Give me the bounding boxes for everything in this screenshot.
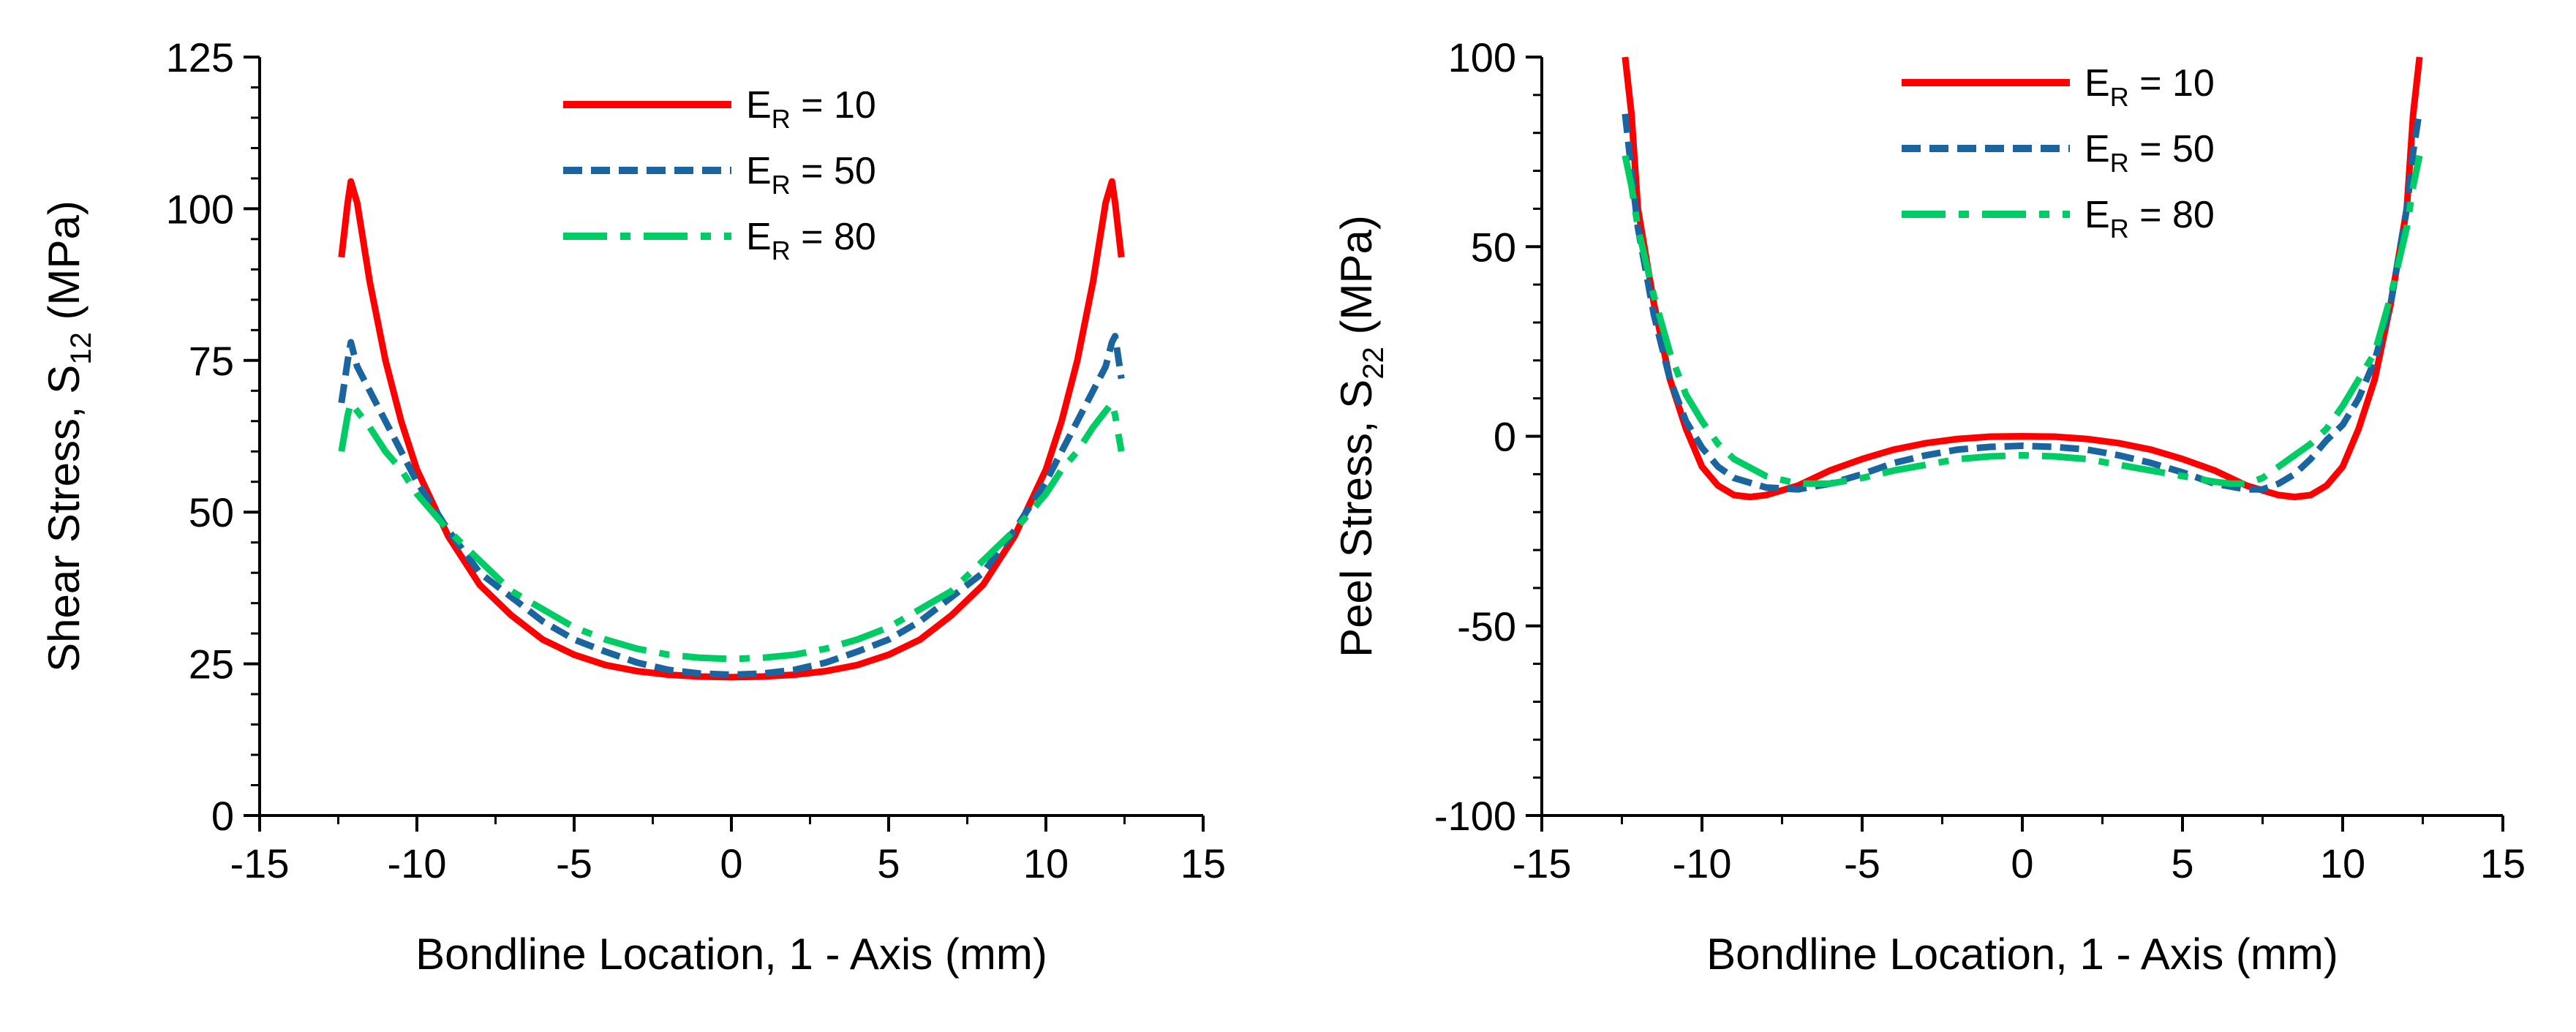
shear-y-title-suffix: (MPa) [39, 200, 88, 332]
peel-legend-label-1: ER = 10 [2084, 62, 2215, 112]
shear-legend-label-1: ER = 10 [746, 84, 876, 134]
peel-x-axis-title: Bondline Location, 1 - Axis (mm) [1706, 930, 2338, 979]
peel-y-title-sub: 22 [1357, 347, 1390, 380]
shear-x-tick-label: -5 [556, 840, 592, 886]
peel-y-tick-label: 100 [1448, 34, 1516, 80]
legend-name-main: E [2084, 194, 2110, 236]
legend-name-sub: R [772, 170, 791, 200]
peel-x-tick-label: 0 [2011, 840, 2033, 886]
shear-x-axis-title: Bondline Location, 1 - Axis (mm) [415, 930, 1047, 979]
shear-axis-ticks [244, 56, 1205, 832]
shear-series-line-1 [338, 178, 1125, 681]
peel-y-tick-label: 0 [1494, 414, 1516, 460]
legend-name-main: E [746, 84, 772, 127]
peel-y-title-suffix: (MPa) [1332, 215, 1381, 347]
shear-x-tick-label: 15 [1180, 840, 1226, 886]
shear-x-tick-label: -15 [230, 840, 290, 886]
legend-name-main: E [746, 216, 772, 258]
legend-name-suffix: = 50 [791, 150, 876, 192]
shear-x-tick-label: 0 [720, 840, 742, 886]
peel-series-line-1 [1622, 56, 2423, 500]
peel-x-tick-label: -5 [1844, 840, 1880, 886]
legend-name-suffix: = 50 [2129, 128, 2215, 170]
peel-x-tick-label: 15 [2480, 840, 2526, 886]
shear-series-line-3 [338, 399, 1125, 663]
legend-name-suffix: = 10 [791, 84, 876, 127]
legend-name-suffix: = 10 [2129, 62, 2215, 105]
shear-y-tick-label: 50 [189, 489, 234, 535]
shear-y-axis-title: Shear Stress, S12 (MPa) [39, 200, 97, 672]
legend-name-suffix: = 80 [2129, 194, 2215, 236]
peel-y-tick-label: 50 [1471, 224, 1516, 270]
shear-y-title-sub: 12 [65, 332, 97, 365]
shear-x-tick-label: 10 [1023, 840, 1069, 886]
peel-axis-ticks [1526, 56, 2504, 832]
shear-x-tick-label: -10 [388, 840, 447, 886]
legend-name-suffix: = 80 [791, 216, 876, 258]
shear-y-tick-label: 125 [166, 34, 234, 80]
peel-y-title-main: Peel Stress, S [1332, 380, 1381, 658]
peel-legend-label-2: ER = 50 [2084, 128, 2215, 178]
peel-series-line-2 [1622, 109, 2423, 493]
shear-tick-labels: -15 -10 -5 0 5 10 15 0 25 50 75 100 125 [166, 34, 1227, 886]
shear-y-tick-label: 25 [189, 641, 234, 688]
peel-x-tick-label: 10 [2320, 840, 2365, 886]
shear-y-title-main: Shear Stress, S [39, 365, 88, 672]
legend-name-main: E [2084, 62, 2110, 105]
legend-name-main: E [746, 150, 772, 192]
peel-y-axis-title: Peel Stress, S22 (MPa) [1332, 215, 1390, 658]
peel-legend-label-3: ER = 80 [2084, 194, 2215, 244]
shear-series-line-2 [338, 333, 1125, 678]
peel-plot-lines [1622, 56, 2423, 500]
shear-legend-label-3: ER = 80 [746, 216, 876, 265]
shear-plot-lines [338, 178, 1125, 681]
peel-x-tick-label: -10 [1673, 840, 1732, 886]
legend-name-sub: R [2110, 214, 2129, 244]
legend-name-sub: R [772, 236, 791, 265]
peel-series-line-3 [1622, 154, 2423, 487]
legend-name-main: E [2084, 128, 2110, 170]
shear-legend-label-2: ER = 50 [746, 150, 876, 200]
legend-name-sub: R [2110, 148, 2129, 178]
peel-x-tick-label: -15 [1513, 840, 1572, 886]
legend-name-sub: R [2110, 82, 2129, 112]
shear-y-tick-label: 75 [189, 338, 234, 384]
shear-x-tick-label: 5 [877, 840, 900, 886]
shear-y-tick-label: 0 [211, 793, 234, 839]
shear-stress-chart: -15 -10 -5 0 5 10 15 0 25 50 75 100 125 Bondline Loc… [39, 34, 1226, 979]
peel-x-tick-label: 5 [2171, 840, 2193, 886]
peel-y-tick-label: -50 [1457, 603, 1516, 649]
peel-y-tick-label: -100 [1434, 793, 1516, 839]
legend-name-sub: R [772, 104, 791, 134]
shear-y-tick-label: 100 [166, 186, 234, 232]
